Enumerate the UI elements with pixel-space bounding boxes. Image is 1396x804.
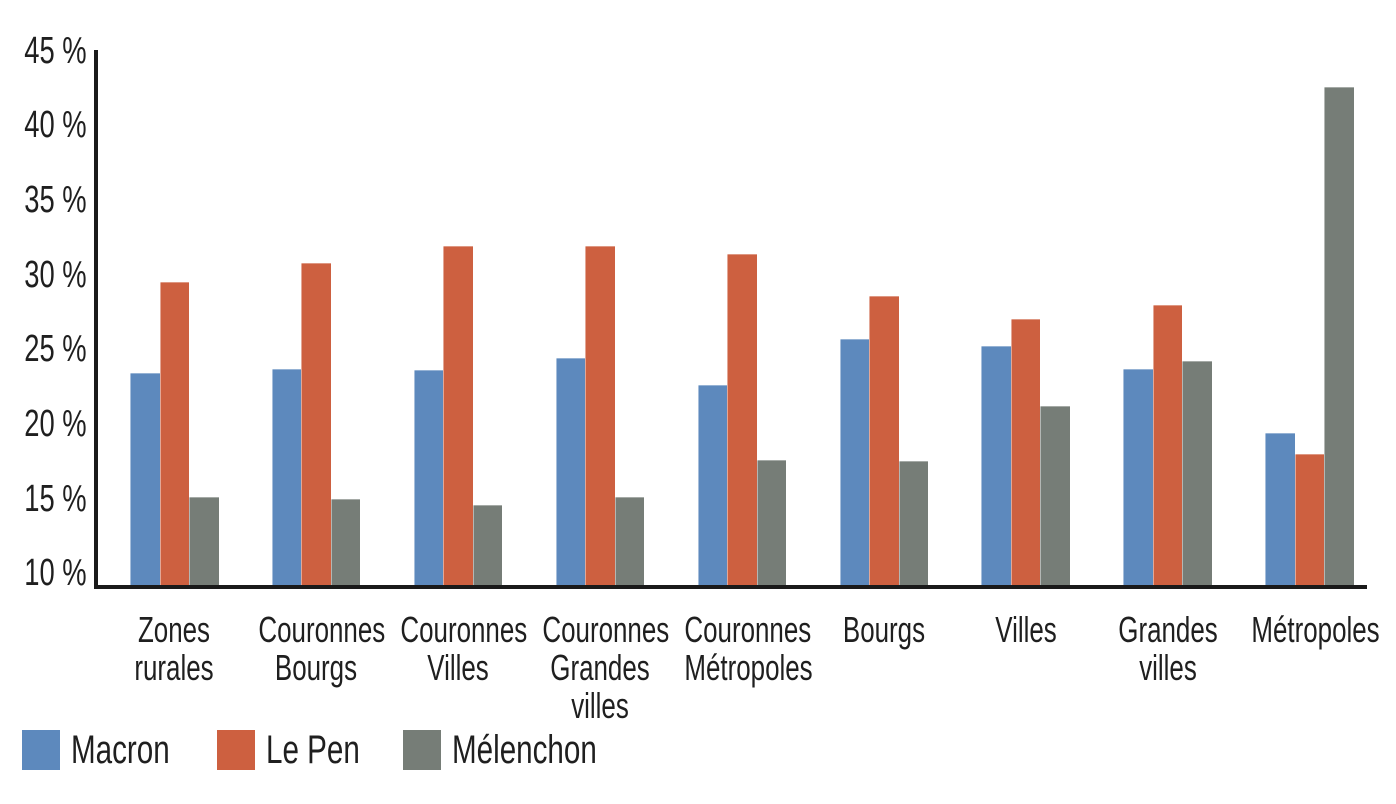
x-category-label: Bourgs — [842, 609, 925, 650]
x-category-label: Zones rurales — [134, 609, 214, 688]
x-category-label: Couronnes Villes — [400, 609, 528, 688]
bar — [727, 253, 757, 585]
bar — [159, 282, 189, 585]
x-category-label: Couronnes Bourgs — [258, 609, 386, 688]
bar — [839, 338, 869, 585]
y-tick-label: 15 % — [24, 477, 87, 520]
x-axis-line — [94, 585, 1367, 589]
y-tick-label: 25 % — [24, 328, 87, 371]
bar — [869, 295, 899, 585]
bar — [1182, 361, 1212, 585]
bar — [614, 497, 645, 585]
legend-swatch — [217, 730, 255, 770]
bar — [898, 461, 928, 585]
y-tick-label: 30 % — [24, 253, 87, 296]
x-category-label: Villes — [994, 609, 1057, 650]
y-tick-label: 10 % — [24, 552, 87, 595]
x-category-label: Grandes villes — [1117, 609, 1218, 688]
legend-swatch — [22, 730, 60, 770]
legend-item: Mélenchon — [403, 730, 648, 770]
legend-item: Le Pen — [217, 730, 393, 770]
y-axis-line — [94, 50, 98, 589]
bar — [1324, 86, 1354, 585]
bar — [1010, 319, 1041, 585]
x-category-label: Couronnes Grandes villes — [542, 609, 670, 726]
bar — [981, 346, 1011, 585]
legend-item: Macron — [22, 730, 204, 770]
legend-swatch — [403, 730, 441, 770]
bar — [189, 497, 219, 585]
bar — [697, 385, 728, 585]
bar — [443, 246, 473, 585]
bar — [1152, 304, 1183, 585]
bar — [330, 498, 361, 585]
bar — [555, 358, 586, 585]
bar — [1294, 453, 1325, 585]
bar — [413, 370, 444, 585]
bar — [301, 262, 331, 585]
legend-label: Le Pen — [266, 728, 360, 772]
bar — [1265, 432, 1295, 585]
bar — [585, 246, 615, 585]
y-tick-label: 35 % — [24, 179, 87, 222]
bar — [271, 368, 302, 585]
bar — [756, 459, 787, 585]
legend-label: Mélenchon — [452, 728, 597, 772]
bar — [130, 373, 160, 585]
bar — [1040, 406, 1070, 585]
y-tick-label: 45 % — [24, 29, 87, 72]
bar — [1123, 368, 1153, 585]
x-category-label: Métropoles — [1251, 609, 1381, 650]
x-category-label: Couronnes Métropoles — [684, 609, 813, 688]
legend-label: Macron — [71, 728, 170, 772]
y-tick-label: 20 % — [24, 403, 87, 445]
y-tick-label: 40 % — [24, 104, 87, 147]
bar — [472, 504, 503, 585]
